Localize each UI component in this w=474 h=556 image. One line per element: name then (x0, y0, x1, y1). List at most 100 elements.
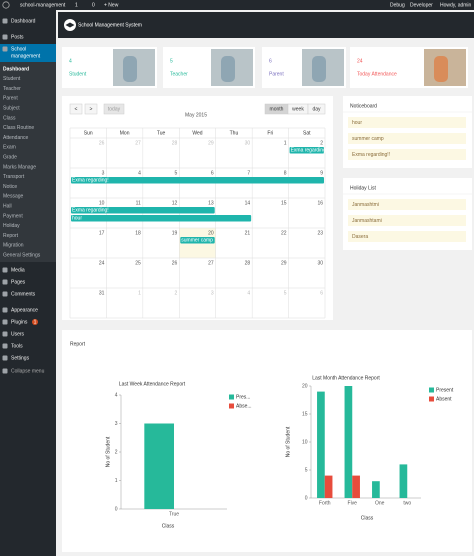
chart-title: Last Week Attendance Report (119, 381, 186, 387)
submenu-item[interactable]: Teacher (3, 86, 21, 92)
list-item (348, 117, 466, 128)
day-number: 1 (138, 290, 141, 296)
stat-image-detail (312, 56, 326, 82)
weekday-label: Wed (192, 130, 202, 136)
menu-item-active[interactable]: management (11, 53, 41, 59)
day-number: 3 (211, 290, 214, 296)
submenu-item[interactable]: Hall (3, 204, 12, 210)
list-item-label: Janmashtami (352, 218, 382, 224)
updates-count[interactable]: 1 (75, 2, 78, 8)
calendar-nav-button[interactable] (69, 103, 83, 115)
y-tick-label: 15 (302, 411, 308, 417)
chart-title: Last Month Attendance Report (312, 375, 380, 381)
y-axis-label: No of Student (285, 426, 291, 457)
menu-item[interactable]: Pages (11, 279, 26, 285)
submenu-item[interactable]: Marks Manage (3, 164, 36, 170)
day-number: 28 (245, 260, 251, 266)
submenu-item[interactable]: Exam (3, 145, 16, 151)
menu-item[interactable]: Tools (11, 343, 23, 349)
admin-link[interactable]: Howdy, admin (440, 2, 472, 8)
menu-icon (2, 291, 8, 297)
list-item (348, 149, 466, 160)
report-panel (62, 330, 472, 552)
submenu-item[interactable]: Report (3, 233, 19, 239)
new-link[interactable]: + New (104, 2, 119, 8)
menu-item[interactable]: Users (11, 331, 25, 337)
menu-item[interactable]: Dashboard (11, 18, 36, 24)
menu-item[interactable]: Appearance (11, 307, 38, 313)
calendar-event-label: Exma regarding! (72, 208, 109, 214)
day-number: 14 (245, 200, 251, 206)
menu-item[interactable]: Collapse menu (11, 368, 45, 374)
menu-item[interactable]: Plugins (11, 319, 28, 325)
legend-swatch (429, 387, 434, 393)
submenu-item[interactable]: Class (3, 115, 16, 121)
admin-bar (0, 0, 474, 10)
day-number: 26 (99, 140, 105, 146)
calendar-view-button[interactable] (307, 103, 326, 115)
calendar-event-label: Exma regarding! (72, 178, 109, 184)
day-number: 16 (317, 200, 323, 206)
submenu-item[interactable]: Payment (3, 213, 23, 219)
bar (317, 391, 325, 498)
weekday-label: Sat (303, 130, 311, 136)
admin-link[interactable]: Debug (390, 2, 405, 8)
day-number: 5 (284, 290, 287, 296)
stat-value: 6 (269, 58, 272, 64)
submenu-item[interactable]: Student (3, 76, 21, 82)
day-number: 21 (245, 230, 251, 236)
submenu-item[interactable]: Parent (3, 96, 18, 102)
y-tick-label: 4 (115, 392, 118, 398)
weekday-label: Thu (230, 130, 239, 136)
list-item-label: summer camp (352, 136, 384, 142)
submenu-item[interactable]: Notice (3, 184, 17, 190)
plugins-badge: 1 (34, 320, 37, 326)
calendar-event[interactable] (180, 237, 215, 244)
menu-item-active[interactable]: School (11, 46, 26, 52)
bar (344, 386, 353, 498)
y-axis-label: No of Student (105, 436, 111, 467)
y-tick-label: 0 (115, 506, 118, 512)
submenu-item[interactable]: Dashboard (3, 66, 29, 72)
calendar-event[interactable] (289, 147, 324, 154)
admin-link[interactable]: Developer (410, 2, 433, 8)
stat-label: Today Attendance (357, 71, 397, 77)
day-number: 6 (211, 170, 214, 176)
submenu-item[interactable]: Holiday (3, 223, 20, 229)
menu-icon (2, 331, 8, 337)
submenu-item[interactable]: Class Routine (3, 125, 34, 131)
day-number: 13 (208, 200, 214, 206)
submenu-item[interactable]: Transport (3, 174, 25, 180)
submenu-item[interactable]: Subject (3, 106, 20, 112)
active-menu-bg (0, 44, 56, 62)
calendar-event-label: hour (72, 216, 82, 222)
y-tick-label: 0 (305, 495, 308, 501)
menu-item[interactable]: Comments (11, 291, 36, 297)
weekday-label: Fri (267, 130, 273, 136)
stat-image-detail (221, 56, 235, 82)
submenu-item[interactable]: Grade (3, 155, 17, 161)
comments-count[interactable]: 0 (92, 2, 95, 8)
day-number: 27 (208, 260, 214, 266)
day-number: 25 (135, 260, 141, 266)
submenu-item[interactable]: General Settings (3, 253, 41, 259)
day-number: 2 (320, 140, 323, 146)
wp-logo[interactable] (2, 1, 10, 9)
site-name[interactable]: school-management (20, 2, 66, 8)
menu-item[interactable]: Posts (11, 34, 24, 40)
menu-item[interactable]: Media (11, 267, 25, 273)
submenu-item[interactable]: Attendance (3, 135, 29, 141)
submenu-item[interactable]: Migration (3, 243, 24, 249)
x-axis-label: Class (361, 515, 374, 521)
calendar-nav-button[interactable] (84, 103, 98, 115)
stat-label: Parent (269, 71, 284, 77)
x-tick-label: True (169, 511, 179, 517)
calendar-event[interactable] (71, 207, 215, 214)
calendar-event[interactable] (71, 215, 252, 222)
submenu-item[interactable]: Message (3, 194, 24, 200)
calendar-nav-button[interactable] (103, 103, 125, 115)
plugins-badge-bg (32, 319, 38, 325)
calendar-event[interactable] (71, 177, 324, 184)
menu-item[interactable]: Settings (11, 355, 30, 361)
menu-icon (2, 34, 8, 40)
